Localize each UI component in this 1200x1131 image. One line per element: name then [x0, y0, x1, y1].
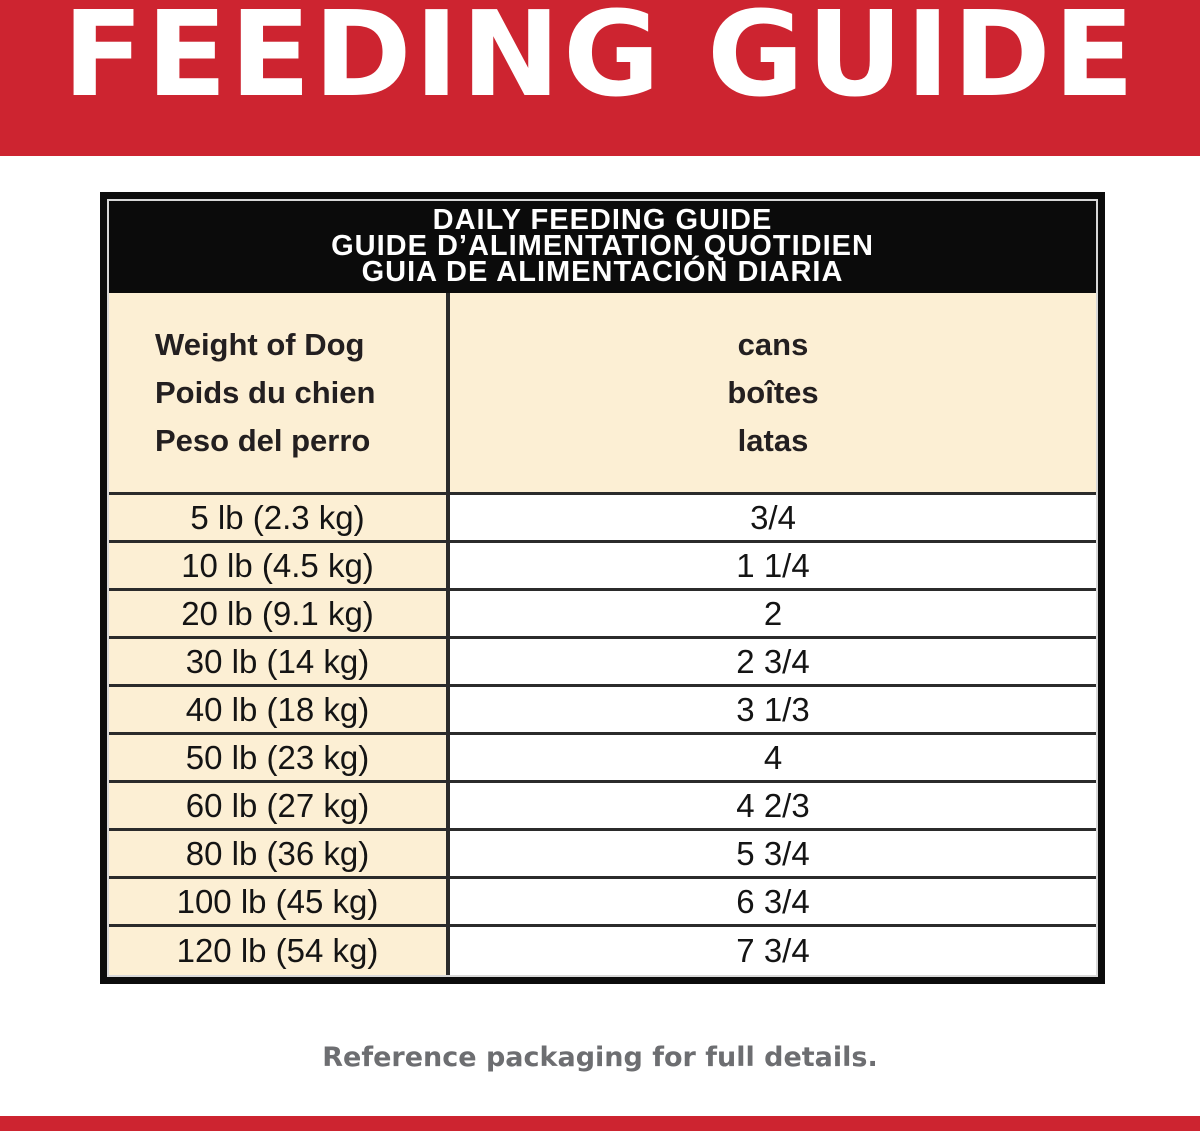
- cans-cell: 6 3/4: [450, 879, 1096, 924]
- table-row: 5 lb (2.3 kg) 3/4: [109, 495, 1096, 543]
- cans-cell: 1 1/4: [450, 543, 1096, 588]
- table-title-en: DAILY FEEDING GUIDE: [432, 204, 773, 236]
- table-row: 50 lb (23 kg) 4: [109, 735, 1096, 783]
- table-row: 120 lb (54 kg) 7 3/4: [109, 927, 1096, 975]
- table-title: DAILY FEEDING GUIDE GUIDE D’ALIMENTATION…: [109, 201, 1096, 293]
- weight-header-es: Peso del perro: [155, 422, 371, 458]
- cans-cell: 3 1/3: [450, 687, 1096, 732]
- cans-cell: 2 3/4: [450, 639, 1096, 684]
- weight-cell: 30 lb (14 kg): [109, 639, 450, 684]
- weight-header-fr: Poids du chien: [155, 374, 376, 410]
- weight-cell: 80 lb (36 kg): [109, 831, 450, 876]
- table-row: 40 lb (18 kg) 3 1/3: [109, 687, 1096, 735]
- table-title-fr: GUIDE D’ALIMENTATION QUOTIDIEN: [331, 230, 874, 262]
- weight-cell: 10 lb (4.5 kg): [109, 543, 450, 588]
- column-header-cans: cans boîtes latas: [450, 293, 1096, 492]
- cans-header-es: latas: [737, 422, 809, 458]
- cans-cell: 4: [450, 735, 1096, 780]
- cans-header-en: cans: [737, 326, 809, 362]
- weight-cell: 40 lb (18 kg): [109, 687, 450, 732]
- cans-cell: 4 2/3: [450, 783, 1096, 828]
- header-banner: FEEDING GUIDE: [0, 0, 1200, 156]
- table-title-es: GUIA DE ALIMENTACIÓN DIARIA: [361, 256, 844, 288]
- bottom-red-strip: [0, 1116, 1200, 1131]
- table-row: 80 lb (36 kg) 5 3/4: [109, 831, 1096, 879]
- cans-cell: 3/4: [450, 495, 1096, 540]
- table-row: 60 lb (27 kg) 4 2/3: [109, 783, 1096, 831]
- cans-header-fr: boîtes: [727, 374, 819, 410]
- weight-cell: 60 lb (27 kg): [109, 783, 450, 828]
- table-inner: DAILY FEEDING GUIDE GUIDE D’ALIMENTATION…: [107, 199, 1098, 977]
- table-row: 30 lb (14 kg) 2 3/4: [109, 639, 1096, 687]
- table-row: 10 lb (4.5 kg) 1 1/4: [109, 543, 1096, 591]
- weight-cell: 20 lb (9.1 kg): [109, 591, 450, 636]
- weight-header-en: Weight of Dog: [155, 326, 365, 362]
- reference-note: Reference packaging for full details.: [322, 1042, 878, 1073]
- daily-feeding-guide-table: DAILY FEEDING GUIDE GUIDE D’ALIMENTATION…: [100, 192, 1105, 984]
- weight-cell: 100 lb (45 kg): [109, 879, 450, 924]
- table-row: 100 lb (45 kg) 6 3/4: [109, 879, 1096, 927]
- column-header-row: Weight of Dog Poids du chien Peso del pe…: [109, 293, 1096, 495]
- weight-cell: 120 lb (54 kg): [109, 927, 450, 975]
- cans-cell: 5 3/4: [450, 831, 1096, 876]
- weight-cell: 5 lb (2.3 kg): [109, 495, 450, 540]
- cans-cell: 2: [450, 591, 1096, 636]
- weight-cell: 50 lb (23 kg): [109, 735, 450, 780]
- column-header-weight: Weight of Dog Poids du chien Peso del pe…: [109, 293, 450, 492]
- cans-cell: 7 3/4: [450, 927, 1096, 975]
- table-row: 20 lb (9.1 kg) 2: [109, 591, 1096, 639]
- page-title: FEEDING GUIDE: [62, 0, 1138, 123]
